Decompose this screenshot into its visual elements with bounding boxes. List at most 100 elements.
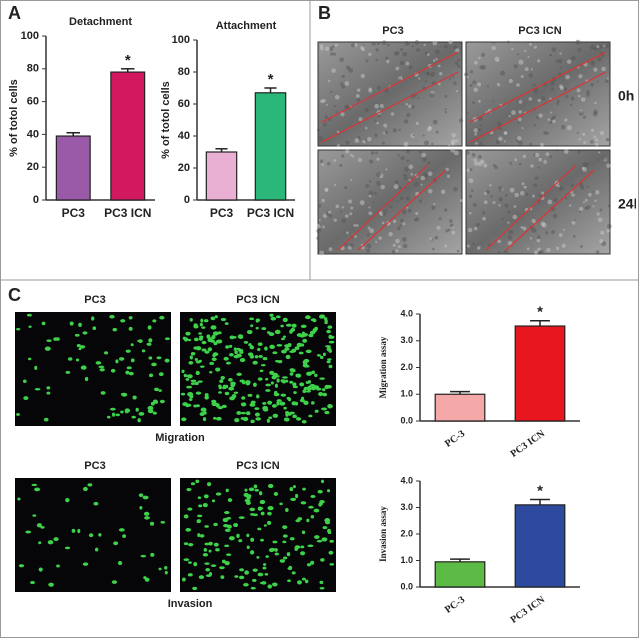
texture xyxy=(530,164,534,168)
cell xyxy=(257,572,264,577)
cell xyxy=(206,334,211,339)
texture xyxy=(580,245,583,248)
cell xyxy=(269,313,274,317)
cell xyxy=(301,396,305,400)
cell xyxy=(83,486,88,492)
texture xyxy=(559,66,562,69)
cell xyxy=(243,583,249,587)
cell xyxy=(279,401,286,406)
texture xyxy=(330,90,333,93)
texture xyxy=(402,243,408,249)
texture xyxy=(568,204,572,207)
cell xyxy=(250,513,255,516)
cell xyxy=(213,341,218,346)
cell xyxy=(286,323,292,327)
cell xyxy=(220,376,225,380)
cell xyxy=(236,533,240,538)
bar xyxy=(205,151,238,201)
cell xyxy=(124,408,131,413)
texture xyxy=(495,140,500,145)
cell xyxy=(183,558,190,562)
cell xyxy=(209,571,213,577)
texture xyxy=(392,219,397,224)
cell xyxy=(281,337,285,341)
texture xyxy=(357,135,361,139)
texture xyxy=(506,40,510,44)
texture xyxy=(355,224,359,227)
texture xyxy=(577,47,582,52)
cell xyxy=(77,528,81,534)
texture xyxy=(376,121,379,125)
y-axis-label: Migration assay xyxy=(378,336,388,398)
texture xyxy=(473,128,479,133)
texture xyxy=(604,79,609,83)
texture xyxy=(556,246,560,250)
cell xyxy=(194,381,199,386)
texture xyxy=(498,136,503,142)
cell xyxy=(250,419,255,424)
cell xyxy=(289,368,295,372)
texture xyxy=(395,66,400,71)
bar xyxy=(110,71,146,201)
texture xyxy=(498,197,503,202)
cell xyxy=(307,544,314,548)
texture xyxy=(320,99,324,104)
texture xyxy=(481,211,486,215)
texture xyxy=(545,231,549,235)
texture xyxy=(476,246,481,250)
cell xyxy=(204,525,209,528)
texture xyxy=(444,110,448,114)
texture xyxy=(406,206,409,209)
texture xyxy=(600,230,605,235)
cell xyxy=(301,333,308,337)
cell xyxy=(269,370,275,375)
texture xyxy=(451,230,456,235)
texture xyxy=(321,198,325,203)
texture xyxy=(598,151,601,154)
texture xyxy=(444,94,448,98)
cell xyxy=(252,568,258,572)
texture xyxy=(350,43,356,48)
texture xyxy=(524,49,527,53)
cell xyxy=(223,524,229,528)
texture xyxy=(529,237,533,240)
texture xyxy=(360,73,366,79)
texture xyxy=(494,165,498,170)
texture xyxy=(519,190,525,196)
cell xyxy=(321,479,325,484)
cell xyxy=(287,579,291,583)
texture xyxy=(531,227,537,233)
texture xyxy=(555,59,559,63)
cell xyxy=(303,386,308,390)
texture xyxy=(358,117,363,122)
cell xyxy=(306,518,310,523)
texture xyxy=(398,128,401,132)
cell xyxy=(320,558,325,562)
texture xyxy=(545,152,550,156)
texture xyxy=(504,193,508,197)
cell xyxy=(322,392,328,397)
cell xyxy=(43,417,49,422)
cell xyxy=(16,413,20,416)
texture xyxy=(369,228,375,234)
texture xyxy=(319,159,324,163)
cell xyxy=(283,406,287,410)
cell xyxy=(264,346,268,351)
texture xyxy=(440,189,446,195)
cell xyxy=(283,556,288,560)
texture xyxy=(424,51,429,55)
cell xyxy=(296,342,303,348)
cell xyxy=(326,360,331,364)
texture xyxy=(451,75,455,78)
texture xyxy=(513,64,518,69)
cell xyxy=(159,315,165,320)
texture xyxy=(571,55,576,61)
cell xyxy=(228,386,235,391)
texture xyxy=(550,87,554,91)
cell xyxy=(117,561,123,566)
cell xyxy=(259,499,266,505)
cell xyxy=(294,401,299,406)
y-tick-label: 3.0 xyxy=(400,502,413,512)
texture xyxy=(391,250,396,254)
texture xyxy=(395,249,399,253)
